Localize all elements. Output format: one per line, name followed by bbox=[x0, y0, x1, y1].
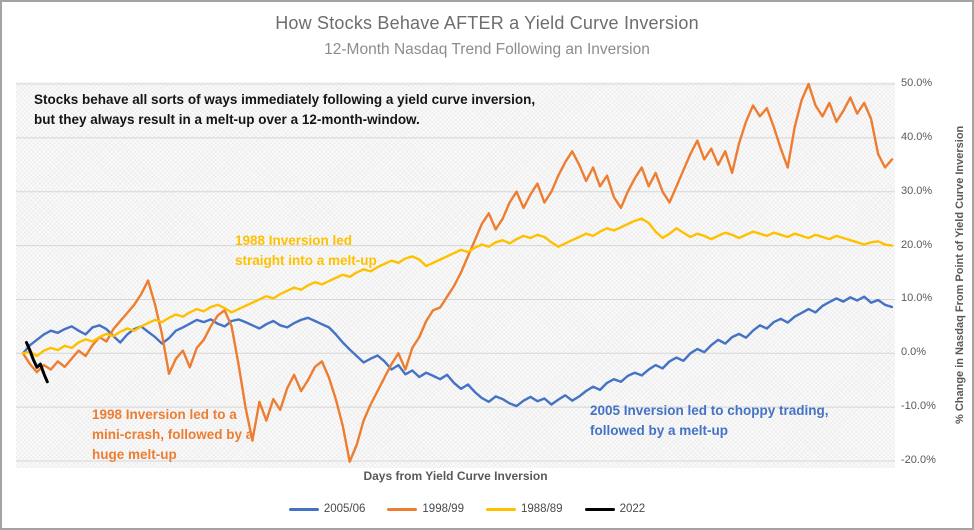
y-axis-tick: 10.0% bbox=[901, 292, 933, 305]
legend-item-1988-89: 1988/89 bbox=[485, 503, 563, 515]
plot-area bbox=[16, 82, 895, 468]
series-line-2005-06 bbox=[21, 295, 894, 408]
annotation-main-line2: but they always result in a melt-up over… bbox=[34, 112, 420, 127]
legend-swatch bbox=[584, 507, 615, 511]
legend-label: 1988/89 bbox=[520, 503, 563, 515]
y-axis-tick: 0.0% bbox=[901, 346, 927, 359]
annotation-main: Stocks behave all sorts of ways immediat… bbox=[34, 90, 535, 130]
legend-label: 1998/99 bbox=[422, 503, 464, 515]
legend-swatch bbox=[288, 507, 319, 511]
legend-label: 2005/06 bbox=[323, 503, 366, 515]
x-axis-title: Days from Yield Curve Inversion bbox=[363, 469, 548, 483]
y-axis-tick: 50.0% bbox=[901, 77, 933, 89]
chart-title: How Stocks Behave AFTER a Yield Curve In… bbox=[275, 13, 699, 33]
legend-item-2005-06: 2005/06 bbox=[288, 503, 366, 515]
chart-canvas bbox=[16, 82, 895, 463]
y-axis-tick: -10.0% bbox=[901, 400, 936, 413]
annotation-main-line1: Stocks behave all sorts of ways immediat… bbox=[34, 92, 536, 107]
series-line-2022 bbox=[25, 341, 49, 384]
annotation-1988-inversion: 1988 Inversion led straight into a melt-… bbox=[235, 233, 377, 268]
y-axis-tick: 30.0% bbox=[901, 184, 933, 197]
y-axis-tick: -20.0% bbox=[901, 454, 936, 467]
annotation-2005-inversion: 2005 Inversion led to choppy trading, fo… bbox=[590, 403, 829, 438]
legend-item-2022: 2022 bbox=[584, 503, 646, 515]
chart-subtitle: 12-Month Nasdaq Trend Following an Inver… bbox=[324, 41, 650, 58]
legend-swatch bbox=[387, 507, 418, 511]
series-line-1998-99 bbox=[21, 82, 894, 463]
legend-item-1998-99: 1998/99 bbox=[387, 503, 464, 515]
annotation-1998-inversion: 1998 Inversion led to a mini-crash, foll… bbox=[92, 407, 254, 462]
legend-swatch bbox=[485, 507, 516, 511]
legend: 2005/06 1998/99 1988/89 2022 bbox=[2, 503, 932, 515]
y-axis-tick: 40.0% bbox=[901, 130, 933, 143]
y-axis-title: % Change in Nasdaq From Point of Yield C… bbox=[954, 125, 966, 425]
series-line-1988-89 bbox=[21, 217, 894, 358]
y-axis-tick: 20.0% bbox=[901, 238, 933, 251]
legend-label: 2022 bbox=[619, 503, 646, 515]
